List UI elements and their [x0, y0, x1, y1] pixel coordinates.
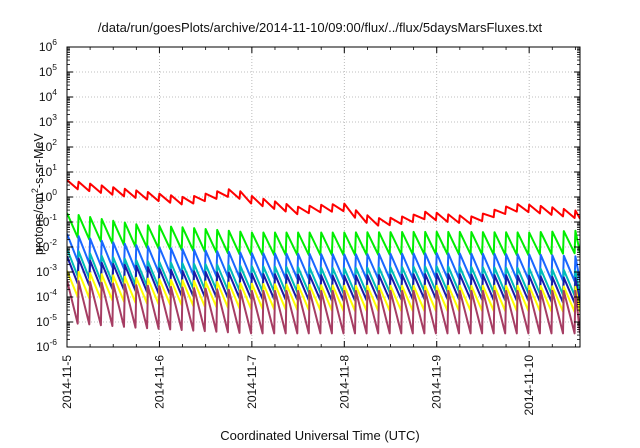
x-tick-label: 2014-11-5	[60, 355, 74, 409]
y-tick-label: 101	[39, 162, 57, 179]
y-tick-label: 10-5	[36, 312, 57, 329]
ticks: 10-6 10-5 10-4 10-3 10-2 10-1 100 101 102 103 104 1…	[36, 37, 580, 416]
series-line-4	[67, 248, 580, 297]
chart-title: /data/run/goesPlots/archive/2014-11-10/0…	[97, 20, 543, 35]
y-tick-label: 10-1	[36, 212, 57, 229]
y-tick-label: 106	[39, 37, 57, 54]
x-axis-label: Coordinated Universal Time (UTC)	[220, 428, 420, 443]
y-tick-label: 104	[39, 87, 57, 104]
series-line-1	[67, 179, 580, 227]
x-tick-label: 2014-11-8	[337, 355, 351, 409]
x-tick-label: 2014-11-9	[430, 355, 444, 409]
series-line-3	[67, 233, 580, 283]
y-tick-label: 10-4	[36, 287, 57, 304]
series-line-5	[67, 255, 580, 304]
y-tick-label: 105	[39, 62, 57, 79]
y-tick-label: 10-2	[36, 237, 57, 254]
x-tick-label: 2014-11-6	[152, 355, 166, 409]
y-tick-label: 10-3	[36, 262, 57, 279]
y-tick-label: 102	[39, 137, 57, 154]
x-tick-label: 2014-11-10	[522, 355, 536, 416]
series-group	[67, 179, 580, 335]
x-tick-label: 2014-11-7	[245, 355, 259, 409]
series-line-6	[67, 270, 580, 313]
y-tick-label: 103	[39, 112, 57, 129]
series-line-2	[67, 212, 580, 256]
y-tick-label: 10-6	[36, 337, 57, 354]
y-tick-label: 100	[39, 187, 57, 204]
series-line-7	[67, 280, 580, 335]
